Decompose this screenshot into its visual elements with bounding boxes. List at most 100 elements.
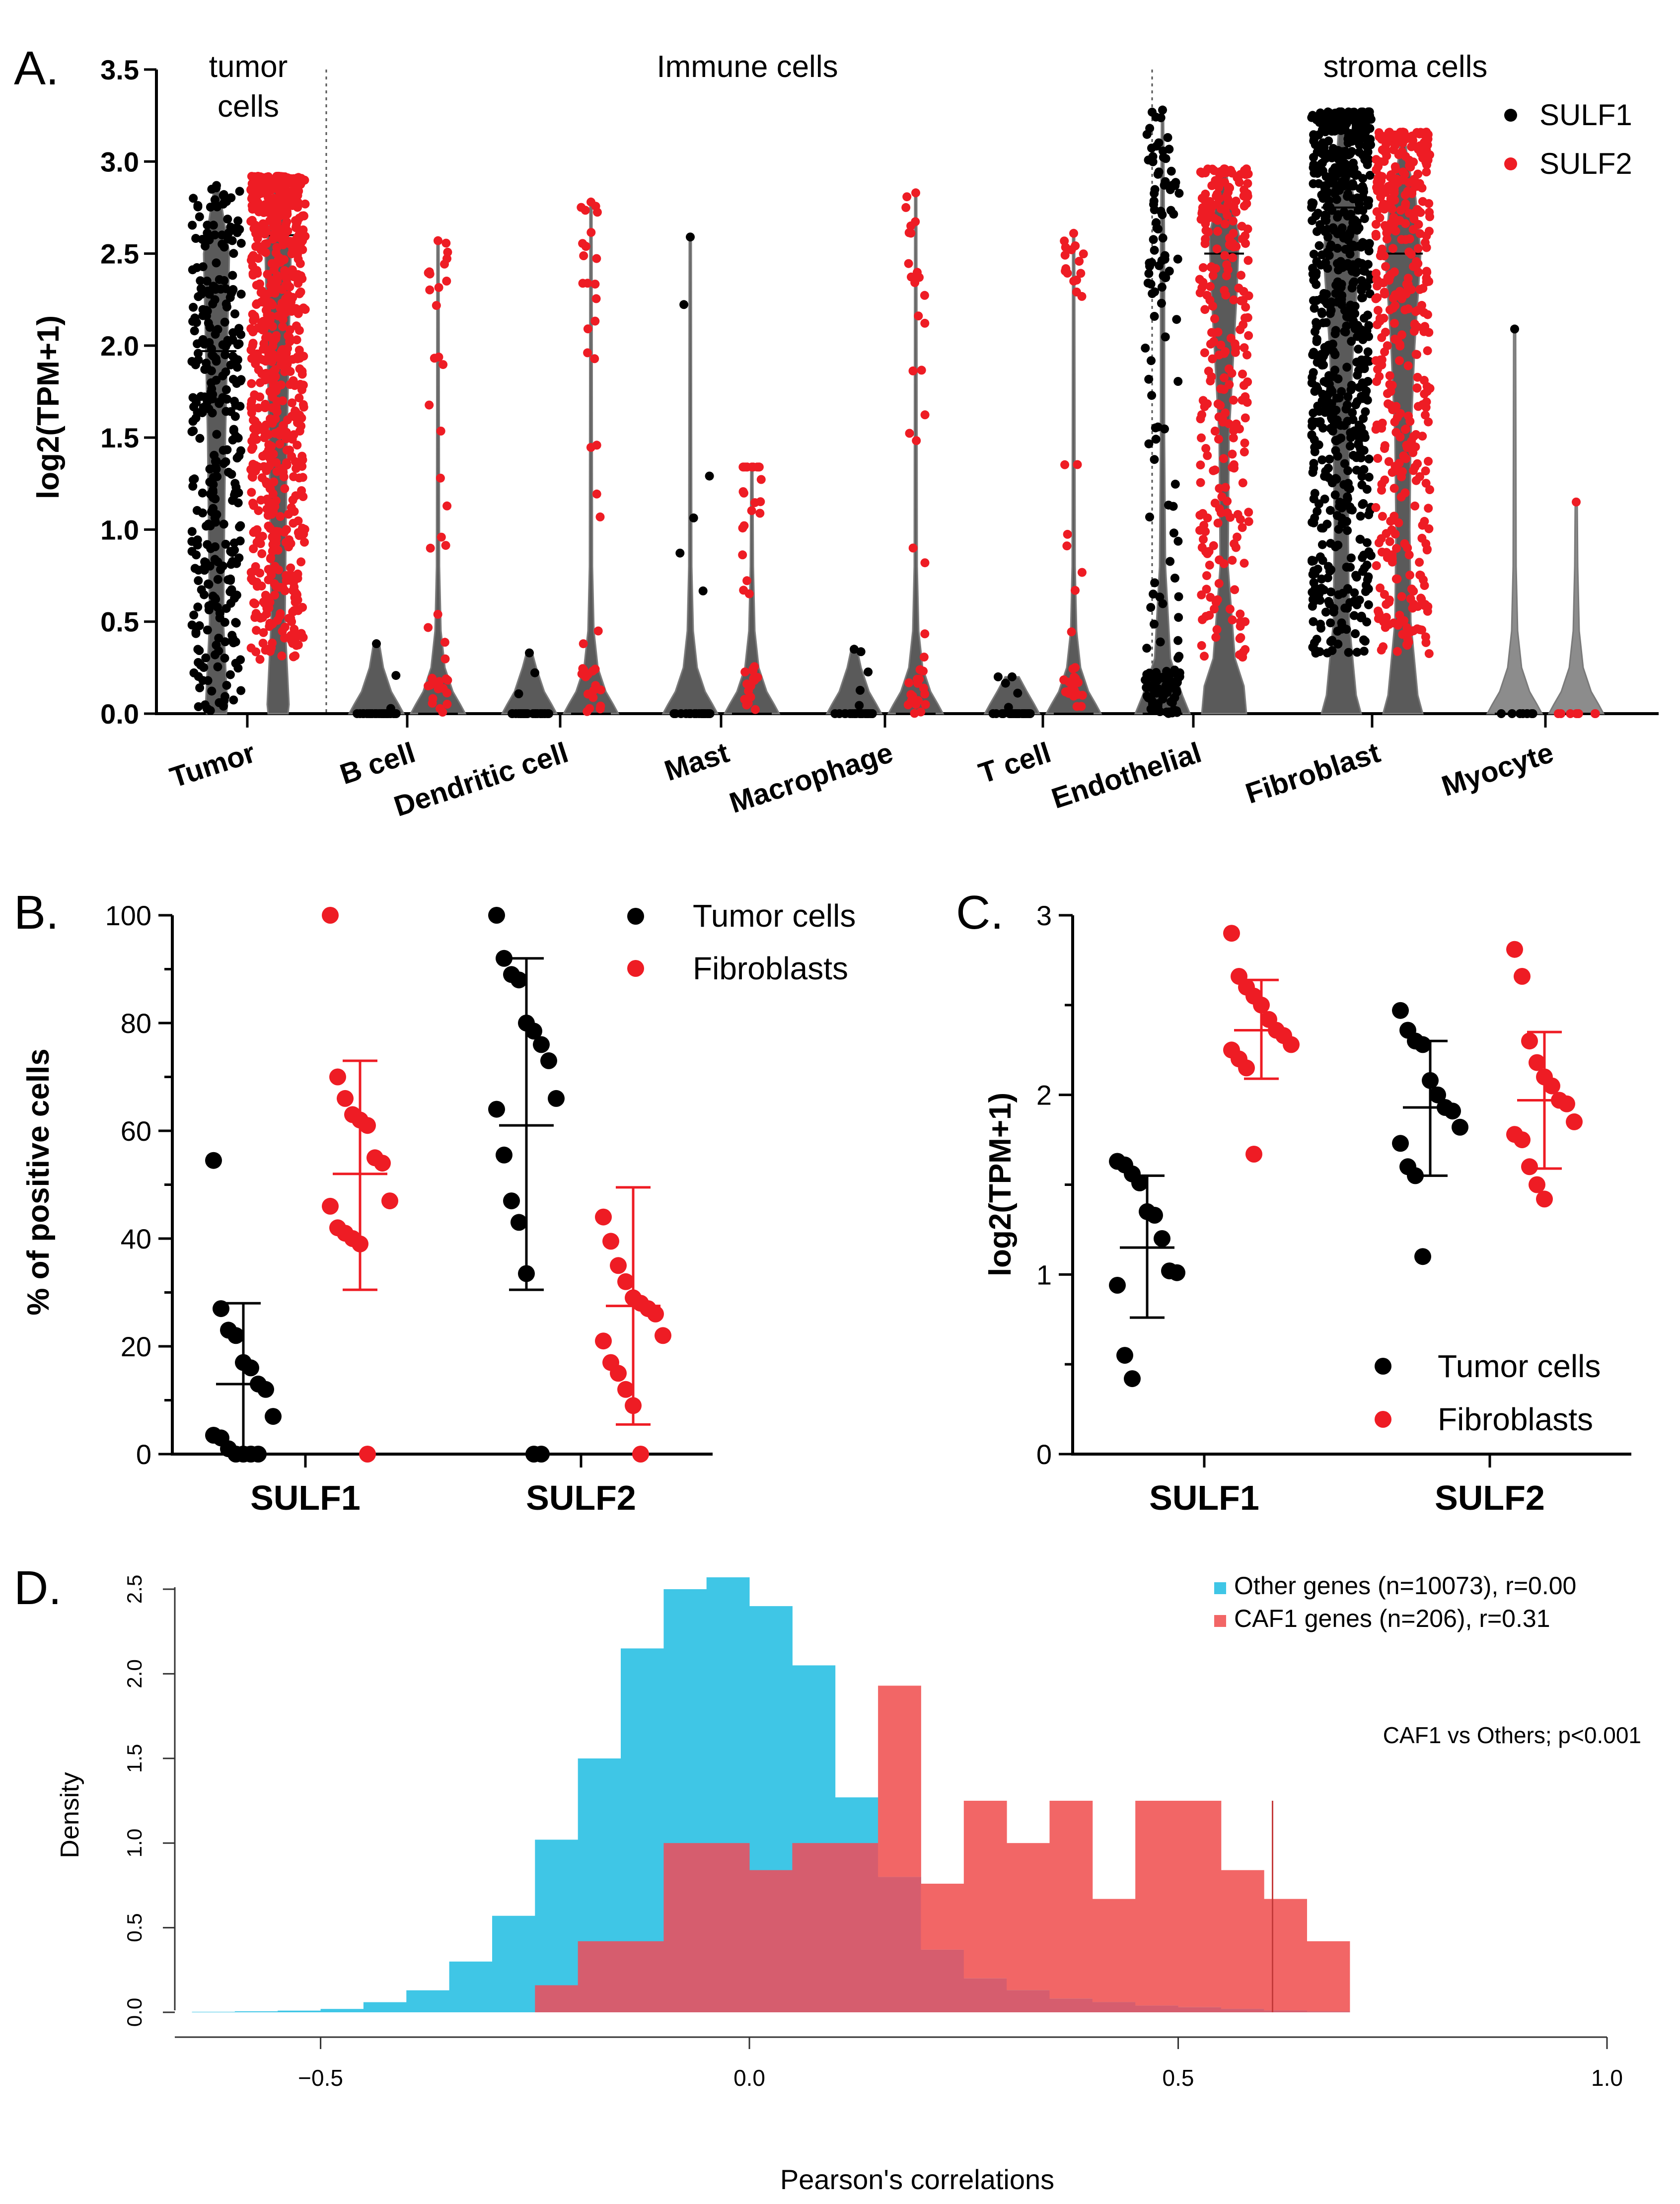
- data-point: [1414, 220, 1423, 229]
- data-point: [291, 406, 300, 416]
- data-point: [297, 274, 307, 284]
- data-point: [213, 575, 222, 584]
- data-point: [291, 457, 300, 466]
- data-point: [1157, 283, 1167, 292]
- data-point: [914, 311, 923, 321]
- data-point: [1244, 331, 1253, 340]
- data-point: [1241, 645, 1250, 654]
- data-point: [1240, 559, 1249, 568]
- data-point: [1173, 377, 1183, 386]
- data-point: [1060, 250, 1070, 260]
- data-point: [277, 298, 287, 308]
- data-point: [1216, 401, 1225, 410]
- data-point: [1380, 288, 1389, 297]
- data-point: [1403, 543, 1412, 553]
- data-point: [1424, 456, 1433, 466]
- data-point: [1409, 466, 1418, 475]
- data-point: [1060, 460, 1070, 469]
- data-point: [286, 563, 295, 573]
- data-point: [1238, 369, 1247, 379]
- violin-sulf1: [501, 652, 558, 715]
- data-point: [1228, 449, 1237, 459]
- data-point: [1330, 127, 1339, 136]
- data-point: [188, 220, 197, 230]
- data-point: [1334, 265, 1343, 275]
- data-point: [1395, 216, 1404, 225]
- data-point: [1063, 269, 1072, 278]
- data-point: [739, 586, 748, 595]
- data-point: [1411, 307, 1420, 316]
- data-point: [282, 525, 291, 534]
- data-point: [1363, 160, 1372, 169]
- data-point: [1075, 257, 1084, 266]
- data-point: [254, 365, 263, 374]
- data-point: [1388, 194, 1397, 204]
- data-point: [1309, 518, 1318, 527]
- data-point: [222, 394, 232, 404]
- data-point: [283, 279, 292, 289]
- panel-b-data-point: [511, 971, 527, 989]
- data-point: [1200, 305, 1210, 314]
- data-point: [903, 700, 913, 710]
- data-point: [1229, 217, 1238, 226]
- data-point: [1244, 508, 1253, 517]
- data-point: [1377, 547, 1387, 557]
- data-point: [272, 243, 282, 252]
- data-point: [293, 180, 302, 190]
- data-point: [1061, 242, 1070, 252]
- panel-c-dot-plot: C. log2(TPM+1) 0 1 2 3 SULF1 SULF2 Tumor ce…: [956, 886, 1631, 1517]
- data-point: [190, 564, 200, 573]
- max-point-sulf1: [1158, 105, 1167, 115]
- data-point: [1351, 629, 1360, 638]
- data-point: [1372, 183, 1381, 192]
- data-point: [1410, 319, 1419, 329]
- panel-a-x-tick-label: Fibroblast: [1242, 736, 1384, 810]
- data-point: [1330, 490, 1340, 500]
- data-point: [1241, 313, 1249, 323]
- data-point: [254, 403, 263, 413]
- panel-c-y-tick-label: 2: [1036, 1080, 1052, 1111]
- panel-c-data-point: [1253, 996, 1270, 1014]
- data-point: [198, 335, 208, 344]
- data-point: [226, 360, 235, 369]
- data-point: [440, 638, 449, 647]
- panel-c-data-point: [1238, 1059, 1255, 1077]
- data-point: [211, 330, 220, 339]
- panel-b-y-ticks: 0 20 40 60 80 100: [105, 900, 172, 1470]
- data-point: [1556, 709, 1566, 718]
- caf1-overlap-bar: [1135, 2005, 1178, 2012]
- data-point: [1327, 478, 1337, 488]
- panel-a-x-tick-label: T cell: [975, 736, 1055, 790]
- data-point: [1418, 197, 1427, 206]
- data-point: [1229, 295, 1239, 304]
- data-point: [1410, 501, 1420, 511]
- data-point: [259, 345, 268, 354]
- data-point: [1360, 364, 1369, 373]
- data-point: [296, 557, 306, 567]
- data-point: [1378, 512, 1387, 521]
- data-point: [1202, 204, 1211, 214]
- panel-b-data-point: [647, 1305, 664, 1322]
- data-point: [1142, 683, 1151, 692]
- panel-c-data-point: [1566, 1113, 1583, 1130]
- data-point: [208, 299, 218, 309]
- data-point: [1141, 343, 1150, 353]
- data-point: [1172, 315, 1181, 324]
- data-point: [267, 441, 276, 451]
- max-point-sulf2: [586, 197, 595, 207]
- data-point: [1215, 504, 1224, 514]
- data-point: [919, 683, 928, 693]
- data-point: [1230, 539, 1239, 548]
- data-point: [1174, 189, 1184, 198]
- data-point: [1373, 281, 1382, 291]
- data-point: [1329, 421, 1339, 430]
- other-genes-bar: [278, 2010, 321, 2012]
- panel-b-label: B.: [14, 886, 59, 939]
- data-point: [1355, 534, 1365, 544]
- data-point: [1362, 560, 1372, 570]
- data-point: [265, 619, 275, 628]
- data-point: [1229, 433, 1238, 442]
- data-point: [293, 528, 303, 537]
- data-point: [220, 350, 230, 360]
- data-point: [278, 464, 287, 473]
